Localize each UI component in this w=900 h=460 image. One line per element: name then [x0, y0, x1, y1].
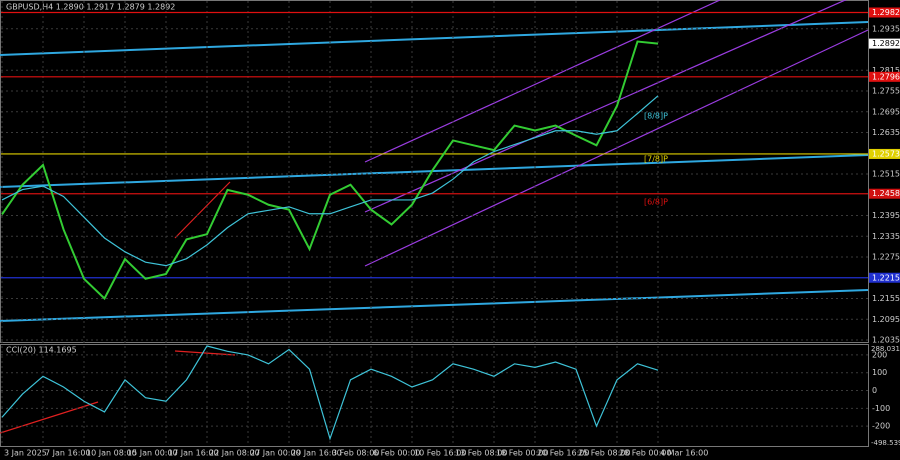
price-tag	[869, 38, 900, 49]
level-tag	[869, 71, 900, 82]
divergence-line	[0, 401, 99, 434]
y-tick-label: -200	[872, 422, 890, 431]
x-tick-label: 29 Jan 16:00	[291, 449, 342, 458]
y-tick-label: 1.2755	[872, 87, 900, 96]
trendlines	[0, 0, 869, 434]
x-tick-label: 4 Mar 16:00	[660, 449, 708, 458]
y-tick-label: 200	[872, 350, 887, 359]
level-label: 1.2796	[872, 72, 900, 81]
x-tick-label: 28 Feb 00:00	[619, 449, 671, 458]
annotation: [8/8]P	[644, 112, 668, 121]
y-tick-label: 1.2035	[872, 336, 900, 345]
y-tick-label: 1.2155	[872, 294, 900, 303]
x-tick-label: 22 Jan 08:00	[209, 449, 260, 458]
level-tag	[869, 272, 900, 283]
x-tick-label: 18 Feb 00:00	[496, 449, 548, 458]
y-tick-label: 1.2515	[872, 170, 900, 179]
series-line	[1, 345, 659, 441]
cci-title: CCI(20) 114.1695	[6, 346, 77, 355]
price-label: 1.2892	[872, 39, 900, 48]
x-tick-label: 3 Feb 08:00	[332, 449, 379, 458]
y-tick-label: 1.2695	[872, 107, 900, 116]
level-label: 1.2215	[872, 273, 900, 282]
level-tag	[869, 188, 900, 199]
x-tick-label: 10 Feb 16:00	[414, 449, 466, 458]
y-tick-label: -100	[872, 404, 890, 413]
y-tick-label: 1.2395	[872, 211, 900, 220]
x-tick-label: 20 Feb 16:00	[537, 449, 589, 458]
level-label: 1.2458	[872, 189, 900, 198]
x-tick-label: 27 Jan 00:00	[250, 449, 301, 458]
x-tick-label: 17 Jan 16:00	[168, 449, 219, 458]
y-tick-label: 1.2095	[872, 315, 900, 324]
chart-title: GBPUSD,H4 1.2890 1.2917 1.2879 1.2892	[6, 3, 175, 12]
level-tag	[869, 7, 900, 18]
x-tick-label: 7 Jan 16:00	[45, 449, 91, 458]
x-tick-label: 25 Feb 08:00	[578, 449, 630, 458]
cci-panel	[0, 344, 869, 447]
channel-line	[364, 0, 721, 163]
level-label: 1.2982	[872, 8, 900, 17]
y-tick-label: 1.2635	[872, 128, 900, 137]
series-line	[1, 95, 659, 267]
x-tick-label: 6 Feb 00:00	[373, 449, 420, 458]
x-tick-label: 3 Jan 2025	[4, 449, 47, 458]
main-panel	[0, 0, 869, 343]
trend-line	[0, 289, 869, 322]
level-tag	[869, 148, 900, 159]
x-tick-label: 15 Jan 00:00	[127, 449, 178, 458]
y-tick-label: 0	[872, 386, 877, 395]
y-tick-label: 1.2815	[872, 66, 900, 75]
trend-line	[0, 21, 869, 56]
x-tick-label: 13 Feb 08:00	[455, 449, 507, 458]
divergence-line	[174, 181, 231, 239]
y-tick-label: 1.2335	[872, 232, 900, 241]
divergence-line	[174, 350, 236, 356]
cci-min-label: -498.5398	[871, 439, 900, 447]
y-tick-label: 1.2935	[872, 24, 900, 33]
x-tick-label: 10 Jan 08:00	[86, 449, 137, 458]
level-label: 1.2573	[872, 149, 900, 158]
y-tick-label: 100	[872, 368, 887, 377]
trend-line	[0, 154, 869, 188]
cci-max-label: 288.0313	[871, 345, 900, 353]
y-tick-label: 1.2275	[872, 253, 900, 262]
annotation: [6/8]P	[644, 198, 668, 207]
series-line	[1, 40, 659, 301]
annotation: [7/8]P	[644, 155, 668, 164]
